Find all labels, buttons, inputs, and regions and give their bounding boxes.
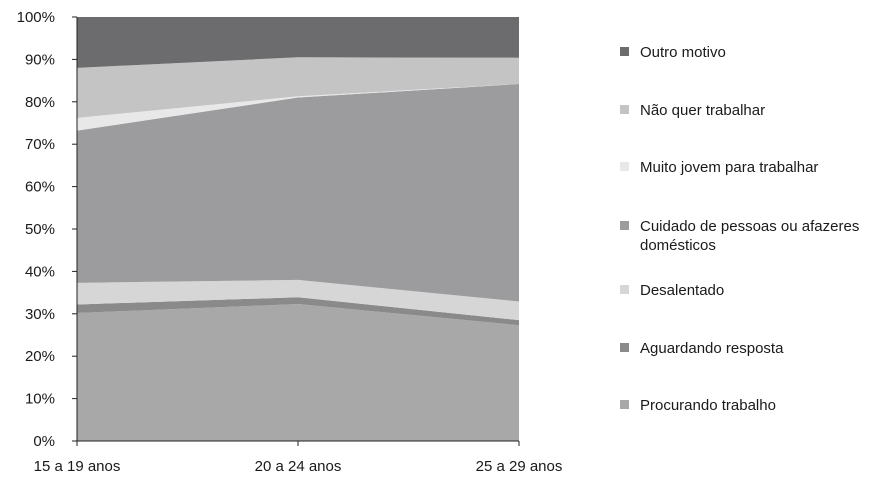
y-tick-label: 80% (25, 94, 55, 111)
legend-label-desalentado: Desalentado (640, 282, 724, 299)
legend-swatch-desalentado (620, 285, 629, 294)
y-tick-label: 60% (25, 179, 55, 196)
area-desalentado (77, 279, 519, 321)
legend-label-outro-motivo: Outro motivo (640, 44, 726, 61)
chart-areas (77, 17, 519, 441)
y-tick-label: 90% (25, 51, 55, 68)
area-nao-quer-trabalhar (77, 57, 519, 118)
legend-swatch-outro-motivo (620, 47, 629, 56)
y-tick-label: 70% (25, 136, 55, 153)
legend-swatch-aguardando-resposta (620, 343, 629, 352)
y-tick-label: 20% (25, 348, 55, 365)
y-tick-label: 40% (25, 263, 55, 280)
area-cuidado-de-pessoas-ou-afazeres-domesticos (77, 83, 519, 302)
chart-legend: Outro motivo Não quer trabalhar Muito jove… (620, 44, 859, 414)
x-tick-label: 25 a 29 anos (476, 458, 563, 475)
legend-swatch-muito-jovem-para-trabalhar (620, 162, 629, 171)
y-tick-label: 30% (25, 306, 55, 323)
area-aguardando-resposta (77, 297, 519, 326)
x-tick-label: 20 a 24 anos (255, 458, 342, 475)
y-tick-label: 10% (25, 391, 55, 408)
legend-swatch-nao-quer-trabalhar (620, 105, 629, 114)
x-tick-label: 15 a 19 anos (34, 458, 121, 475)
y-tick-label: 50% (25, 221, 55, 238)
y-tick-label: 0% (33, 433, 55, 450)
legend-label-aguardando-resposta: Aguardando resposta (640, 340, 784, 357)
legend-label-procurando-trabalho: Procurando trabalho (640, 397, 776, 414)
area-outro-motivo (77, 17, 519, 68)
legend-label-cuidado-de-pessoas-ou-afazeres-domesticos: Cuidado de pessoas ou afazeres domésticos (640, 218, 859, 254)
legend-swatch-procurando-trabalho (620, 400, 629, 409)
chart-axes: 0% 10% 20% 30% 40% 50% 60% 70% 80% 90% 100% 15 a 19… (17, 9, 563, 475)
legend-label-nao-quer-trabalhar: Não quer trabalhar (640, 102, 765, 119)
y-tick-label: 100% (17, 9, 55, 26)
legend-label-muito-jovem-para-trabalhar: Muito jovem para trabalhar (640, 159, 818, 176)
area-procurando-trabalho (77, 304, 519, 441)
legend-swatch-cuidado-de-pessoas-ou-afazeres-domesticos (620, 221, 629, 230)
